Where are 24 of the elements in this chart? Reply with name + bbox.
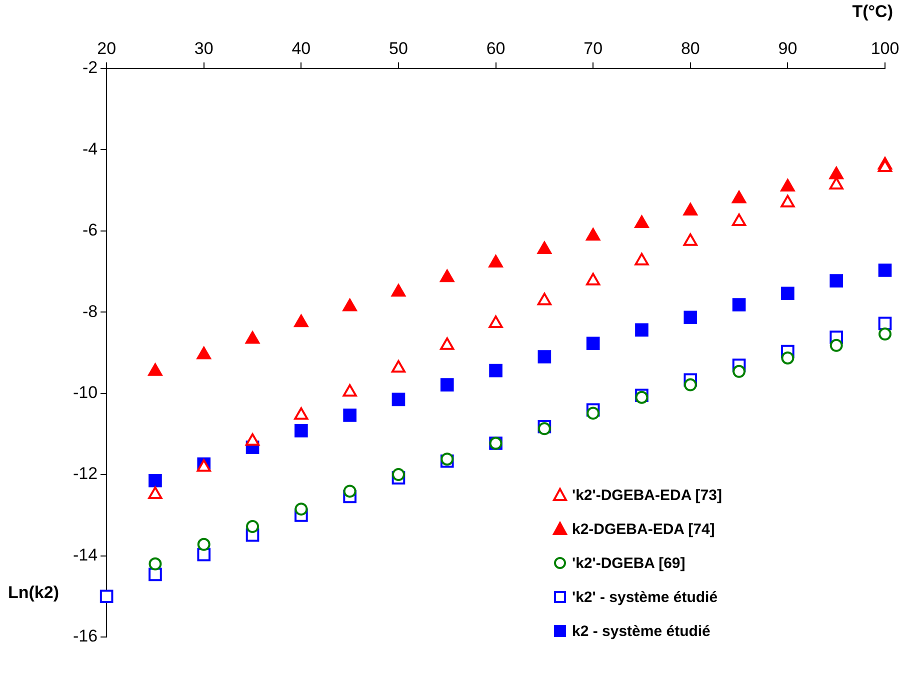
x-tick-label: 90 [778,38,798,58]
y-tick-label: -4 [82,139,98,158]
x-tick-label: 80 [680,38,700,58]
y-tick-label: -10 [72,383,98,402]
x-axis-title: T(°C) [852,2,893,22]
x-tick-label: 70 [584,38,603,58]
y-tick-label: -8 [82,302,98,321]
y-axis-title: Ln(k2) [8,583,59,603]
y-tick-label: -2 [82,58,98,78]
y-tick-label: -16 [72,626,98,646]
x-tick-label: 20 [97,38,116,58]
x-tick-label: 100 [870,38,900,58]
legend-label: 'k2'-DGEBA-EDA [73] [572,486,722,504]
x-tick-label: 40 [292,38,311,58]
legend-label: k2-DGEBA-EDA [74] [572,520,715,538]
legend-label: 'k2' - système étudié [572,588,718,606]
x-tick-label: 30 [194,38,214,58]
legend-label: k2 - système étudié [572,622,710,640]
y-tick-label: -6 [82,220,98,240]
x-tick-label: 50 [389,38,408,58]
y-tick-label: -12 [72,464,98,484]
legend-label: 'k2'-DGEBA [69] [572,554,686,572]
y-tick-label: -14 [72,545,98,564]
x-tick-label: 60 [486,38,506,58]
